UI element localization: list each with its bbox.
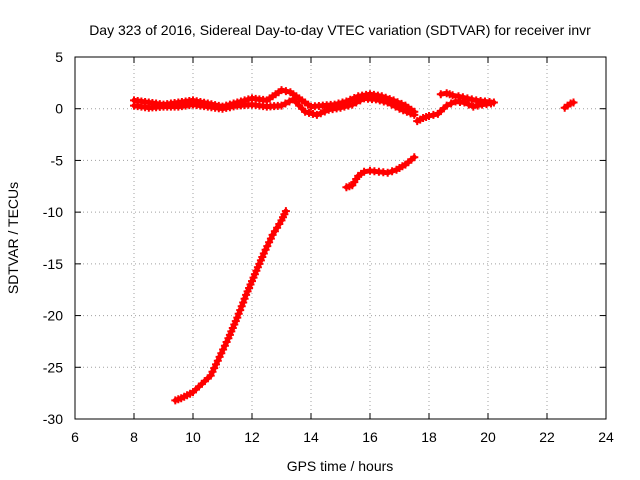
y-tick-label: 5 [55, 49, 63, 65]
data-point [375, 96, 384, 105]
data-point [237, 302, 246, 311]
axis-ticks: 6 8 10 12 14 16 18 20 22 24 5 0 -5 -10 -15 -20 -25 -30 [43, 49, 614, 445]
x-tick-label: 18 [421, 429, 437, 445]
data-point [447, 99, 456, 108]
x-tick-label: 22 [539, 429, 555, 445]
data-point [239, 298, 248, 307]
plot-frame [74, 56, 607, 420]
series-group [413, 97, 495, 126]
series-group [171, 207, 290, 405]
data-point [489, 98, 498, 107]
data-point [458, 93, 467, 102]
data-point [281, 207, 290, 216]
data-series [130, 86, 578, 405]
data-point [236, 306, 245, 315]
series-group [130, 94, 419, 119]
data-point [234, 309, 243, 318]
data-point [336, 103, 345, 112]
data-point [569, 98, 578, 107]
data-point [240, 294, 249, 303]
data-point [301, 107, 310, 116]
y-tick-label: -20 [43, 308, 63, 324]
y-tick-label: 0 [55, 101, 63, 117]
x-tick-label: 14 [303, 429, 319, 445]
data-point [406, 109, 415, 118]
x-tick-label: 20 [480, 429, 496, 445]
x-axis-label: GPS time / hours [287, 458, 394, 474]
series-group [560, 98, 578, 112]
series-group [342, 153, 419, 192]
chart-title: Day 323 of 2016, Sidereal Day-to-day VTE… [89, 22, 591, 38]
data-point [281, 87, 290, 96]
series-group [436, 89, 498, 107]
data-point [425, 112, 433, 120]
data-point [410, 153, 419, 162]
data-point [402, 107, 411, 116]
x-tick-label: 24 [598, 429, 614, 445]
y-tick-label: -15 [43, 256, 63, 272]
y-tick-label: -25 [43, 359, 63, 375]
data-point [464, 100, 473, 109]
data-point [442, 101, 451, 110]
x-tick-label: 12 [244, 429, 260, 445]
x-tick-label: 10 [185, 429, 201, 445]
data-point [410, 110, 419, 119]
x-tick-label: 16 [362, 429, 378, 445]
data-point [233, 313, 242, 322]
y-tick-label: -5 [51, 152, 64, 168]
x-tick-label: 6 [71, 429, 79, 445]
data-point [395, 104, 404, 113]
data-point [383, 168, 392, 177]
y-axis-label: SDTVAR / TECUs [5, 182, 21, 294]
x-tick-label: 8 [130, 429, 138, 445]
data-point [388, 167, 397, 176]
data-point [399, 106, 408, 115]
y-tick-label: -30 [43, 411, 63, 427]
y-tick-label: -10 [43, 204, 63, 220]
